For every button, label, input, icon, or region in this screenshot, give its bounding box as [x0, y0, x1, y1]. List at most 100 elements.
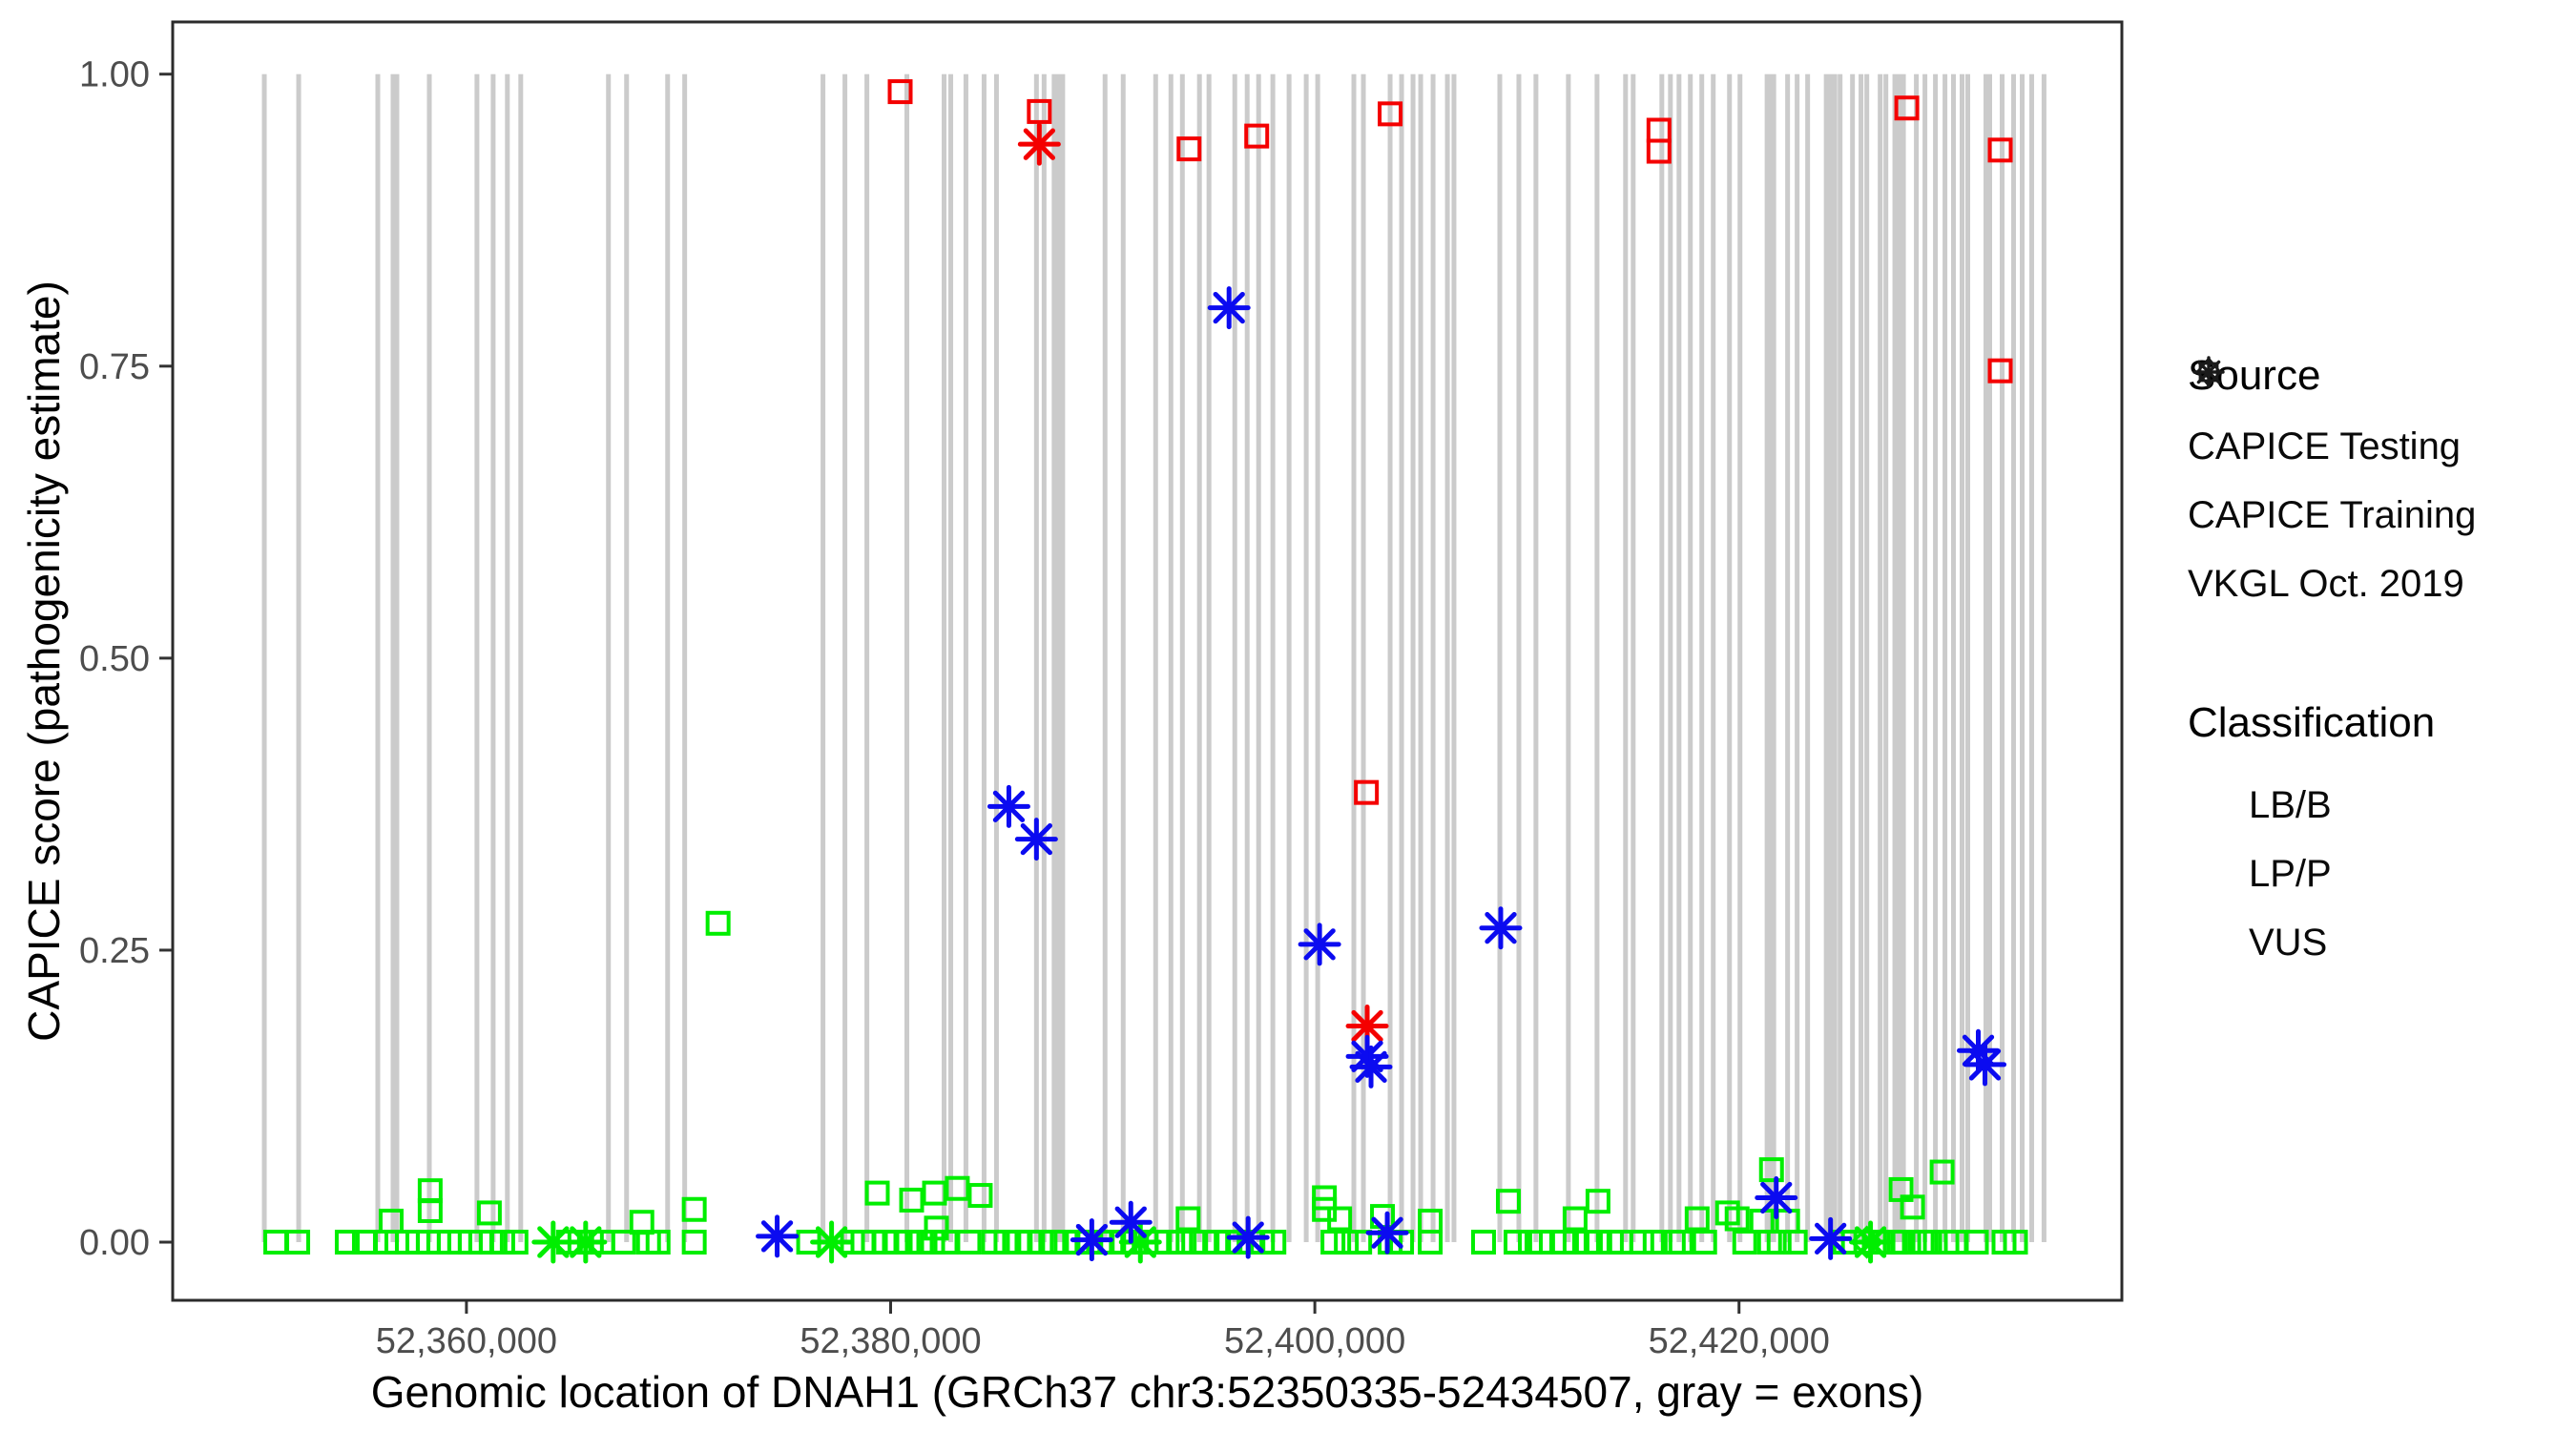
- exon-line: [1737, 73, 1743, 1243]
- asterisk-spoke: [1854, 1226, 1887, 1258]
- legend-item-capice-testing: CAPICE Testing: [2188, 357, 2569, 481]
- legend-item-label: VUS: [2249, 921, 2328, 964]
- exon-line: [1914, 73, 1920, 1243]
- exon-line: [1950, 73, 1956, 1243]
- exon-line: [426, 73, 432, 1243]
- data-point-square: [1642, 1230, 1668, 1255]
- exon-line: [1102, 73, 1108, 1243]
- legend: Source CAPICE Testing CAPICE Training: [2188, 351, 2569, 977]
- exon-line: [624, 73, 630, 1243]
- data-point-square: [1503, 1230, 1528, 1255]
- data-point-asterisk: [1298, 923, 1341, 966]
- data-point-square: [705, 910, 731, 936]
- exon-line: [1387, 73, 1393, 1243]
- data-point-square: [2003, 1230, 2028, 1255]
- legend-item-label: LB/B: [2249, 783, 2332, 826]
- exon-line: [1838, 73, 1843, 1243]
- x-tick-label: 52,360,000: [376, 1321, 557, 1361]
- legend-item-vus: VUS: [2188, 908, 2569, 977]
- exon-line: [1659, 73, 1665, 1243]
- data-point-square: [1646, 117, 1672, 143]
- asterisk-spoke: [1968, 1048, 2002, 1081]
- exon-line: [665, 73, 671, 1243]
- exon-line: [1153, 73, 1158, 1243]
- asterisk-spoke: [1760, 1181, 1793, 1214]
- data-point-square: [1244, 123, 1270, 149]
- data-point-square: [1917, 1230, 1942, 1255]
- exon-line: [1516, 73, 1522, 1243]
- data-point-square: [956, 1230, 982, 1255]
- asterisk-spoke: [1075, 1223, 1109, 1256]
- exon-line: [1864, 73, 1870, 1243]
- exon-line: [842, 73, 848, 1243]
- data-point-asterisk: [1014, 818, 1058, 861]
- exon-line: [1892, 73, 1906, 1243]
- exon-line: [1795, 73, 1800, 1243]
- asterisk-spoke: [1232, 1221, 1264, 1254]
- data-point-square: [1495, 1189, 1521, 1214]
- data-point-square: [1176, 136, 1202, 162]
- data-point-asterisk: [1109, 1200, 1153, 1244]
- data-point-square: [629, 1210, 654, 1235]
- legend-classification-title: Classification: [2188, 699, 2436, 746]
- exon-line: [1964, 73, 1970, 1243]
- data-point-square: [887, 79, 913, 105]
- data-point-square: [1470, 1230, 1496, 1255]
- exon-line: [474, 73, 480, 1243]
- y-axis-title: CAPICE score (pathogenicity estimate): [19, 280, 69, 1042]
- data-point-square: [1347, 1230, 1373, 1255]
- data-point-square: [920, 1230, 945, 1255]
- exon-line: [1430, 73, 1436, 1243]
- data-point-square: [1418, 1230, 1444, 1255]
- exon-line: [1676, 73, 1682, 1243]
- exon-line: [1533, 73, 1539, 1243]
- data-point-square: [1929, 1159, 1955, 1185]
- exon-line: [1196, 73, 1202, 1243]
- data-point-square: [1527, 1230, 1553, 1255]
- y-tick-label: 1.00: [79, 55, 150, 95]
- data-point-square: [645, 1230, 671, 1255]
- exon-line: [1623, 73, 1629, 1243]
- data-point-square: [263, 1230, 289, 1255]
- data-point-asterisk: [1849, 1220, 1893, 1264]
- exon-line: [1361, 73, 1366, 1243]
- data-point-square: [945, 1175, 970, 1201]
- exon-line: [948, 73, 954, 1243]
- data-point-asterisk: [1479, 906, 1523, 950]
- exon-line: [1699, 73, 1705, 1243]
- data-point-square: [334, 1230, 360, 1255]
- data-point-asterisk: [810, 1220, 854, 1264]
- asterisk-spoke: [537, 1226, 570, 1258]
- legend-item-capice-training: CAPICE Training: [2188, 362, 2569, 550]
- data-point-asterisk: [531, 1220, 575, 1264]
- data-point-square: [967, 1183, 993, 1209]
- data-point-square: [1378, 101, 1403, 127]
- data-point-asterisk: [564, 1220, 608, 1264]
- exon-line: [981, 73, 987, 1243]
- x-axis-title: Genomic location of DNAH1 (GRCh37 chr3:5…: [370, 1367, 1924, 1417]
- legend-source-title: Source: [2188, 352, 2321, 399]
- exon-line: [963, 73, 968, 1243]
- exon-line: [1631, 73, 1636, 1243]
- exon-line: [1315, 73, 1320, 1243]
- exon-line: [1942, 73, 1948, 1243]
- exon-line: [1232, 73, 1237, 1243]
- data-point-square: [681, 1196, 707, 1222]
- data-point-square: [611, 1230, 636, 1255]
- asterisk-spoke: [1020, 823, 1052, 856]
- exon-line: [1859, 73, 1864, 1243]
- data-point-square: [1585, 1189, 1610, 1214]
- exon-line: [1594, 73, 1600, 1243]
- asterisk-spoke: [992, 790, 1026, 823]
- data-point-asterisk: [1070, 1218, 1113, 1262]
- x-tick-label: 52,380,000: [800, 1321, 981, 1361]
- data-point-square: [1175, 1206, 1201, 1232]
- y-tick-label: 0.00: [79, 1223, 150, 1263]
- data-point-square: [895, 1230, 921, 1255]
- asterisk-spoke: [1124, 1226, 1156, 1258]
- exon-line: [2011, 73, 2017, 1243]
- data-point-square: [1758, 1157, 1784, 1183]
- x-tick-label: 52,420,000: [1649, 1321, 1830, 1361]
- data-point-square: [1562, 1206, 1588, 1232]
